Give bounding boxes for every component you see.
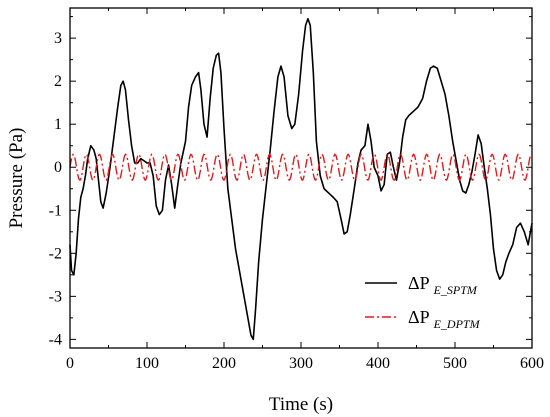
legend: ΔP E_SPTM ΔP E_DPTM (365, 273, 481, 331)
y-tick-label: 1 (54, 116, 62, 133)
legend-label-dptm: ΔP E_DPTM (408, 307, 481, 331)
y-tick-label: 3 (54, 30, 62, 47)
x-axis-ticks: 0 100 200 300 400 500 600 (66, 8, 544, 372)
y-axis-ticks: -4 -3 -2 -1 0 1 2 3 (49, 16, 532, 348)
series-line-dptm (69, 153, 533, 182)
x-tick-label: 300 (289, 355, 313, 372)
y-tick-label: -4 (49, 331, 62, 348)
x-tick-label: 100 (135, 355, 159, 372)
x-tick-label: 600 (520, 355, 544, 372)
x-axis-title: Time (s) (269, 394, 333, 415)
x-tick-label: 500 (443, 355, 467, 372)
y-tick-label: 2 (54, 73, 62, 90)
x-tick-label: 0 (66, 355, 74, 372)
y-axis-title: Pressure (Pa) (6, 128, 27, 229)
x-tick-label: 400 (366, 355, 390, 372)
x-tick-label: 200 (212, 355, 236, 372)
y-tick-label: -2 (49, 245, 62, 262)
legend-label-spttm: ΔP E_SPTM (408, 273, 478, 297)
series-layer (69, 17, 533, 341)
y-tick-label: 0 (54, 159, 62, 176)
y-tick-label: -1 (49, 202, 62, 219)
series-line-spttm (69, 17, 533, 341)
y-tick-label: -3 (49, 288, 62, 305)
